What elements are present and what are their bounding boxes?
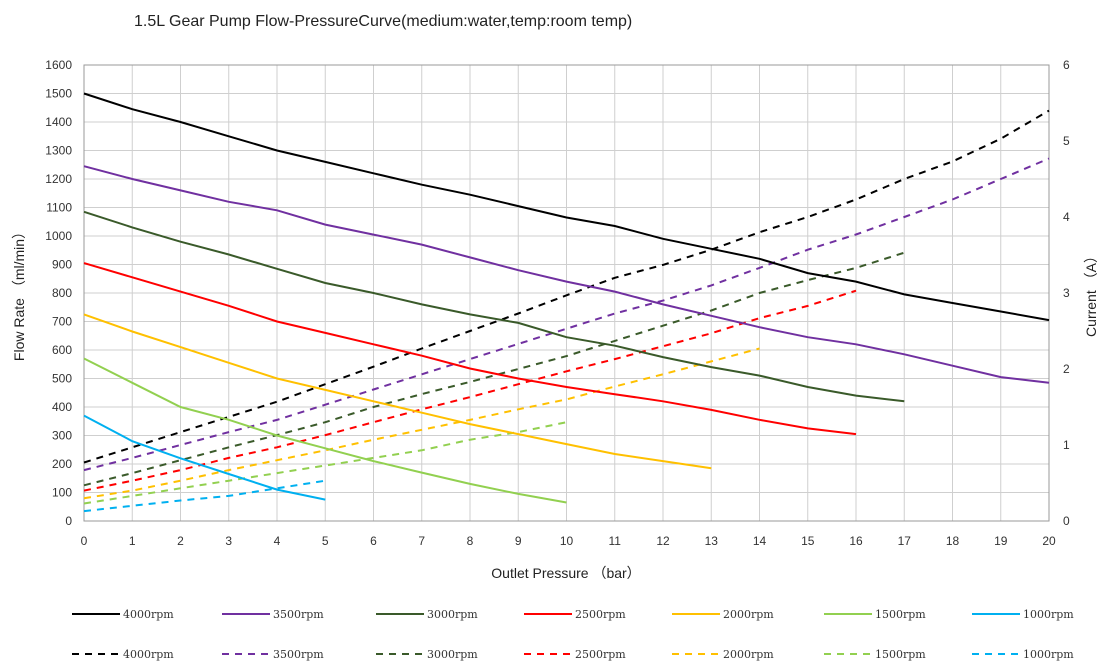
left-tick-label: 900 (52, 258, 72, 272)
flow-line-2500rpm (83, 262, 857, 436)
x-tick-label: 12 (656, 534, 670, 548)
series (83, 92, 1050, 513)
left-tick-label: 1600 (45, 58, 72, 72)
right-axis-label: Current （A） (1083, 249, 1099, 337)
legend-label-flow-3500rpm: 3500rpm (273, 608, 324, 621)
current-line-2500rpm (83, 289, 857, 492)
x-tick-label: 1 (129, 534, 136, 548)
flow-line-2000rpm (83, 313, 712, 470)
left-tick-label: 1000 (45, 229, 72, 243)
x-tick-label: 6 (370, 534, 377, 548)
grid (83, 64, 1050, 522)
right-tick-label: 3 (1063, 286, 1070, 300)
right-tick-label: 1 (1063, 438, 1070, 452)
legend-label-current-2000rpm: 2000rpm (723, 648, 774, 661)
flow-line-1000rpm (83, 414, 326, 501)
left-tick-label: 1400 (45, 115, 72, 129)
x-tick-label: 9 (515, 534, 522, 548)
legend-label-current-3000rpm: 3000rpm (427, 648, 478, 661)
x-tick-label: 2 (177, 534, 184, 548)
legend-label-flow-2000rpm: 2000rpm (723, 608, 774, 621)
x-tick-label: 10 (560, 534, 574, 548)
x-tick-label: 16 (849, 534, 863, 548)
current-line-1500rpm (83, 421, 567, 505)
right-axis-ticks: 0 1 2 3 4 5 6 (1063, 58, 1070, 528)
left-axis-label: Flow Rate （ml/min） (11, 225, 27, 361)
legend-label-flow-4000rpm: 4000rpm (123, 608, 174, 621)
current-line-1000rpm (83, 479, 326, 513)
left-tick-label: 400 (52, 400, 72, 414)
current-line-2000rpm (83, 347, 760, 500)
left-tick-label: 700 (52, 315, 72, 329)
x-tick-label: 7 (418, 534, 425, 548)
x-axis-label: Outlet Pressure （bar） (491, 565, 640, 581)
x-tick-label: 17 (898, 534, 912, 548)
left-tick-label: 500 (52, 372, 72, 386)
left-tick-label: 1300 (45, 144, 72, 158)
x-tick-label: 15 (801, 534, 815, 548)
legend-label-flow-1500rpm: 1500rpm (875, 608, 926, 621)
legend-label-current-3500rpm: 3500rpm (273, 648, 324, 661)
flow-line-3500rpm (83, 165, 1050, 384)
legend: 4000rpm 3500rpm 3000rpm 2500rpm 2000rpm 1500r… (72, 608, 1074, 661)
legend-label-current-1500rpm: 1500rpm (875, 648, 926, 661)
x-tick-label: 11 (609, 534, 622, 548)
current-line-4000rpm (83, 109, 1050, 464)
chart-title: 1.5L Gear Pump Flow-PressureCurve(medium… (134, 13, 632, 30)
x-tick-label: 5 (322, 534, 329, 548)
x-tick-label: 4 (274, 534, 281, 548)
right-tick-label: 0 (1063, 514, 1070, 528)
left-tick-label: 1500 (45, 87, 72, 101)
current-line-3000rpm (83, 251, 905, 487)
flow-line-3000rpm (83, 210, 905, 403)
legend-label-flow-3000rpm: 3000rpm (427, 608, 478, 621)
left-tick-label: 100 (52, 486, 72, 500)
left-tick-label: 0 (65, 514, 72, 528)
legend-label-flow-1000rpm: 1000rpm (1023, 608, 1074, 621)
x-tick-label: 20 (1042, 534, 1056, 548)
plot-frame (83, 64, 1050, 522)
right-tick-label: 4 (1063, 210, 1070, 224)
x-axis-ticks: 0 1 2 3 4 5 6 7 8 9 10 11 12 13 14 15 16 17 18 19 20 (81, 534, 1056, 548)
flow-line-4000rpm (83, 92, 1050, 322)
x-tick-label: 13 (705, 534, 719, 548)
left-tick-label: 800 (52, 286, 72, 300)
left-tick-label: 200 (52, 457, 72, 471)
left-tick-label: 600 (52, 343, 72, 357)
left-tick-label: 1100 (46, 201, 72, 215)
x-tick-label: 14 (753, 534, 767, 548)
x-tick-label: 8 (467, 534, 474, 548)
legend-label-current-2500rpm: 2500rpm (575, 648, 626, 661)
legend-label-flow-2500rpm: 2500rpm (575, 608, 626, 621)
x-tick-label: 3 (225, 534, 232, 548)
legend-label-current-4000rpm: 4000rpm (123, 648, 174, 661)
left-tick-label: 300 (52, 429, 72, 443)
right-tick-label: 2 (1063, 362, 1070, 376)
legend-label-current-1000rpm: 1000rpm (1023, 648, 1074, 661)
flow-line-1500rpm (83, 357, 567, 504)
x-tick-label: 0 (81, 534, 88, 548)
left-tick-label: 1200 (45, 172, 72, 186)
right-tick-label: 5 (1063, 134, 1070, 148)
right-tick-label: 6 (1063, 58, 1070, 72)
left-axis-ticks: 0 100 200 300 400 500 600 700 800 900 1000 1100 1200… (45, 58, 72, 528)
x-tick-label: 19 (994, 534, 1008, 548)
x-tick-label: 18 (946, 534, 960, 548)
